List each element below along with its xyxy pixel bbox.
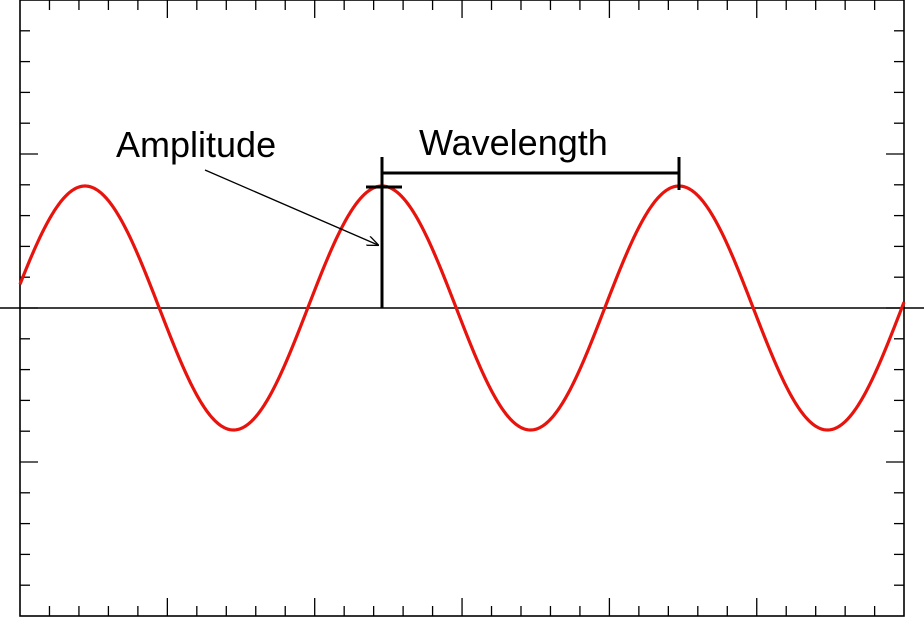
sine-wave [18,184,906,432]
axis-ticks [20,0,904,616]
amplitude-label: Amplitude [116,124,276,165]
amplitude-arrow [204,169,378,245]
wavelength-label: Wavelength [419,122,608,163]
